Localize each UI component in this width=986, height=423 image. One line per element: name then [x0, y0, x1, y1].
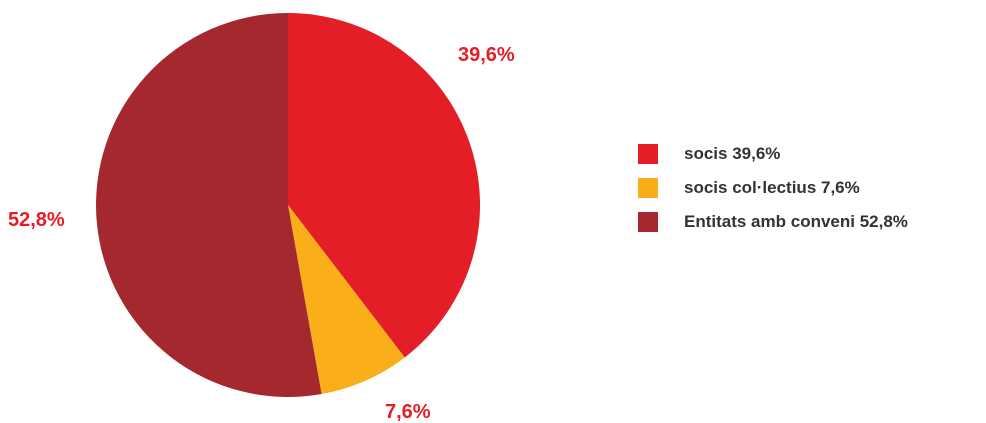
slice-label-socis-collectius: 7,6% — [385, 401, 431, 423]
legend-item-socis: socis 39,6% — [638, 144, 908, 164]
slice-label-entitats: 52,8% — [8, 209, 65, 231]
legend-swatch — [638, 178, 658, 198]
legend-label: socis col·lectius 7,6% — [684, 178, 860, 197]
pie-slice-2 — [96, 13, 322, 397]
legend-item-socis-collectius: socis col·lectius 7,6% — [638, 178, 908, 198]
legend-label: socis 39,6% — [684, 144, 781, 163]
pie-slice-1 — [288, 205, 405, 395]
legend-item-entitats: Entitats amb conveni 52,8% — [638, 212, 908, 232]
legend-swatch — [638, 144, 658, 164]
pie-slice-0 — [288, 13, 481, 358]
slice-label-socis: 39,6% — [458, 44, 515, 66]
legend-swatch — [638, 212, 658, 232]
legend: socis 39,6% socis col·lectius 7,6% Entit… — [638, 144, 908, 246]
legend-label: Entitats amb conveni 52,8% — [684, 212, 908, 231]
